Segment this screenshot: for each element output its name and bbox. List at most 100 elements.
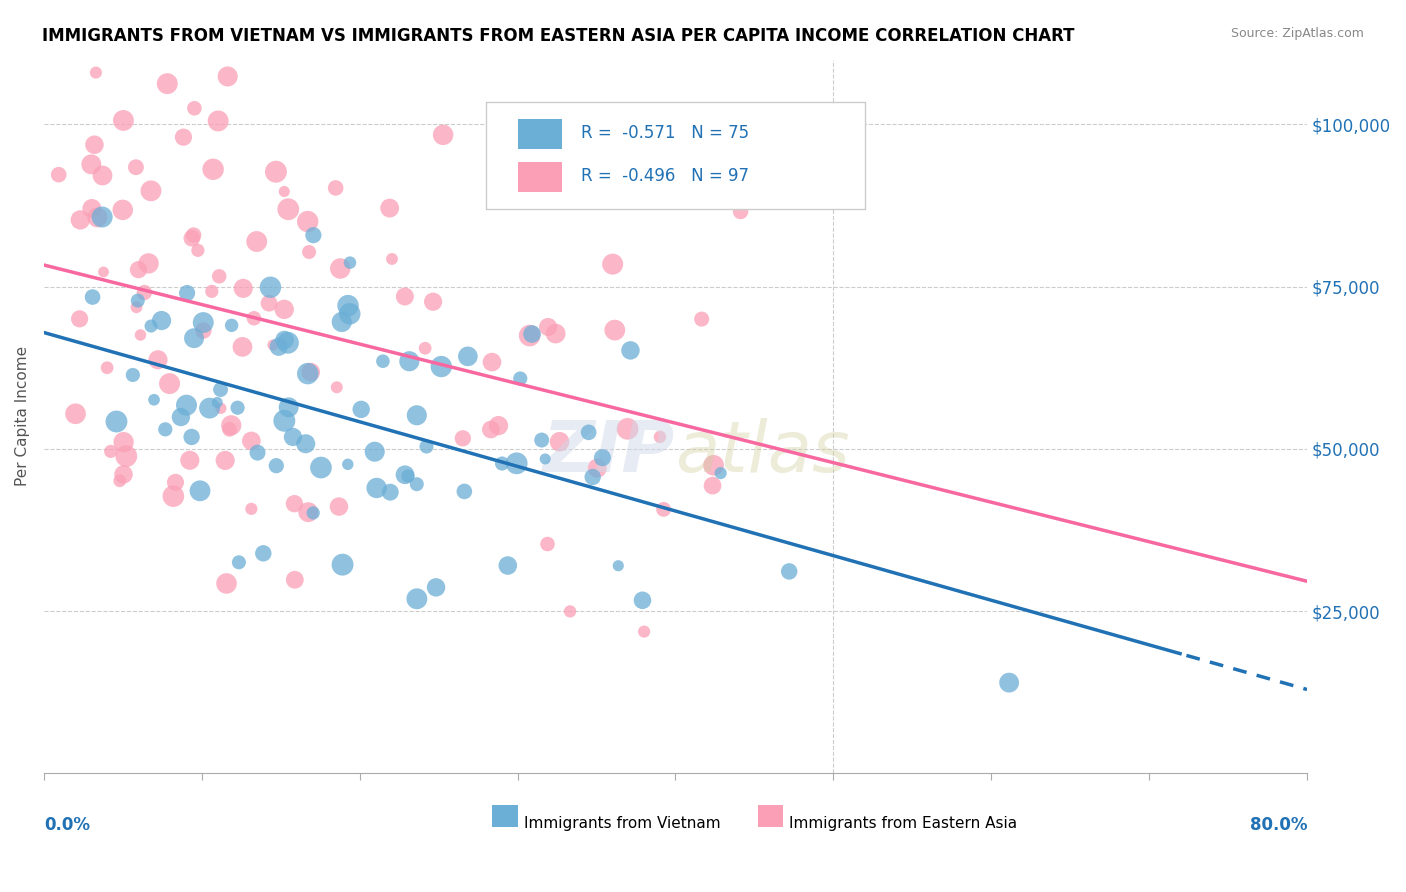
Point <box>80 157 103 171</box>
Point <box>537 320 560 334</box>
Point <box>219 418 242 433</box>
Point <box>217 70 239 84</box>
Point <box>108 474 131 488</box>
Point <box>396 469 419 483</box>
Point <box>294 436 316 450</box>
FancyBboxPatch shape <box>517 119 562 149</box>
Point <box>105 415 128 429</box>
Point <box>266 458 288 473</box>
Point <box>112 467 135 482</box>
Point <box>299 365 322 379</box>
Point <box>69 213 91 227</box>
Point <box>616 422 638 436</box>
Point <box>176 286 198 301</box>
Point <box>702 478 724 492</box>
Point <box>80 202 103 216</box>
Point <box>240 501 263 516</box>
Point <box>143 392 166 407</box>
Point <box>165 475 187 490</box>
Point <box>48 168 70 182</box>
Point <box>243 311 266 326</box>
Point <box>371 354 394 368</box>
Point <box>378 201 401 215</box>
Point <box>257 296 280 310</box>
Point <box>329 261 352 276</box>
Point <box>91 210 114 224</box>
Point <box>339 255 361 269</box>
Point <box>430 359 453 374</box>
Point <box>998 675 1021 690</box>
FancyBboxPatch shape <box>486 103 865 210</box>
Point <box>405 591 427 606</box>
Text: Immigrants from Vietnam: Immigrants from Vietnam <box>524 816 720 831</box>
Point <box>209 401 232 416</box>
Point <box>129 328 152 343</box>
Point <box>111 202 134 217</box>
Point <box>453 484 475 499</box>
Point <box>309 460 332 475</box>
Point <box>422 294 444 309</box>
Point <box>530 433 553 447</box>
Point <box>172 130 194 145</box>
Point <box>582 470 605 484</box>
Point <box>259 280 281 294</box>
Point <box>252 546 274 560</box>
Point <box>302 228 325 243</box>
Point <box>69 311 91 326</box>
Point <box>112 113 135 128</box>
Point <box>240 434 263 448</box>
Point <box>394 467 416 482</box>
Point <box>451 431 474 445</box>
Point <box>180 231 202 245</box>
Point <box>425 580 447 594</box>
Point <box>156 77 179 91</box>
Point <box>231 340 253 354</box>
Point <box>603 323 626 337</box>
Point <box>198 401 221 416</box>
Point <box>208 269 231 284</box>
Point <box>336 458 359 472</box>
Point <box>298 245 321 260</box>
Point <box>209 383 232 397</box>
Point <box>232 281 254 295</box>
Text: IMMIGRANTS FROM VIETNAM VS IMMIGRANTS FROM EASTERN ASIA PER CAPITA INCOME CORREL: IMMIGRANTS FROM VIETNAM VS IMMIGRANTS FR… <box>42 27 1074 45</box>
Point <box>112 435 135 450</box>
Point <box>648 430 671 444</box>
FancyBboxPatch shape <box>758 805 783 827</box>
Point <box>115 449 138 463</box>
Point <box>125 160 148 174</box>
Point <box>457 350 479 364</box>
Point <box>330 315 353 329</box>
Point <box>509 371 531 385</box>
FancyBboxPatch shape <box>492 805 517 827</box>
Point <box>138 256 160 270</box>
Point <box>325 181 347 195</box>
Point <box>246 235 269 249</box>
Point <box>139 318 162 333</box>
Point <box>246 445 269 459</box>
Point <box>413 341 436 355</box>
Text: Immigrants from Eastern Asia: Immigrants from Eastern Asia <box>789 816 1018 831</box>
Point <box>405 409 427 423</box>
Point <box>273 302 295 317</box>
Point <box>297 505 319 519</box>
Point <box>415 440 437 454</box>
Point <box>84 65 107 79</box>
Point <box>267 340 290 354</box>
Point <box>180 430 202 444</box>
Point <box>619 343 641 358</box>
Point <box>205 395 228 409</box>
Point <box>65 407 87 421</box>
Point <box>302 506 325 520</box>
Point <box>703 458 725 473</box>
Point <box>83 137 105 152</box>
Point <box>202 162 225 177</box>
Point <box>536 537 558 551</box>
Point <box>134 285 156 300</box>
Point <box>228 555 250 569</box>
Point <box>633 624 655 639</box>
Point <box>586 461 609 475</box>
Point <box>479 423 502 437</box>
Point <box>273 414 295 428</box>
Point <box>170 410 193 425</box>
